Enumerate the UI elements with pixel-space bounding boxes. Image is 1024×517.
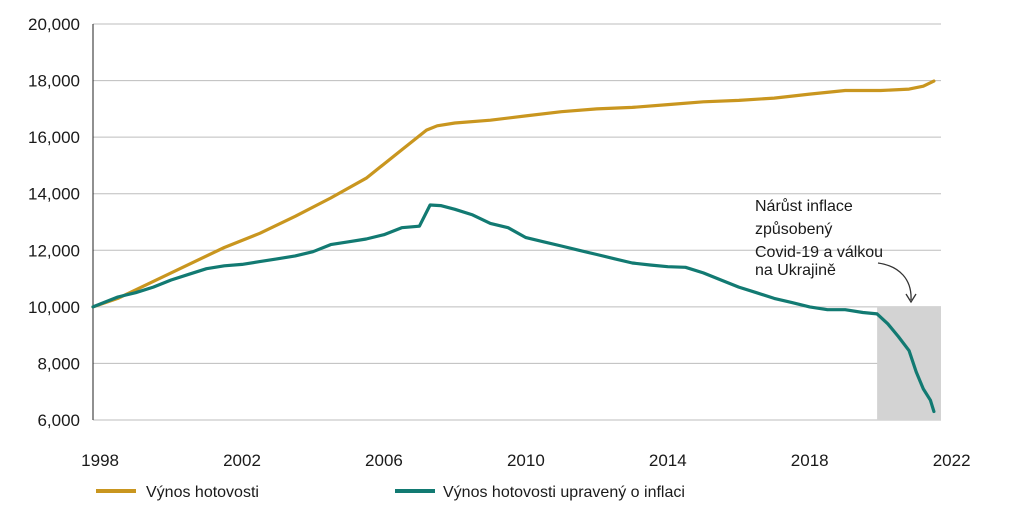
x-tick-label: 2014 (649, 451, 687, 470)
x-tick-label: 2006 (365, 451, 403, 470)
x-tick-label: 2022 (933, 451, 971, 470)
y-tick-label: 8,000 (37, 354, 80, 373)
legend: Výnos hotovosti Výnos hotovosti upravený… (96, 484, 685, 501)
x-tick-label: 2002 (223, 451, 261, 470)
y-tick-label: 18,000 (28, 72, 80, 91)
annotation-arrow-head (905, 293, 917, 304)
y-tick-label: 20,000 (28, 15, 80, 34)
annotation-line-4: na Ukrajině (755, 262, 836, 279)
x-tick-label: 2010 (507, 451, 545, 470)
series-line-inflation-adjusted (91, 203, 936, 414)
legend-label-cash-return: Výnos hotovosti (146, 484, 259, 501)
y-tick-label: 10,000 (28, 298, 80, 317)
x-tick-label: 2018 (791, 451, 829, 470)
y-tick-label: 6,000 (37, 411, 80, 430)
y-tick-label: 14,000 (28, 185, 80, 204)
annotation-arrow (877, 262, 912, 301)
annotation: Nárůst inflace způsobený Covid-19 a válk… (755, 197, 917, 304)
series-lines (91, 79, 936, 414)
annotation-line-1: Nárůst inflace (755, 197, 853, 215)
y-tick-label: 12,000 (28, 241, 80, 260)
gridlines (93, 23, 941, 421)
legend-label-inflation-adjusted: Výnos hotovosti upravený o inflaci (443, 484, 685, 501)
x-tick-labels: 1998 2002 2006 2010 2014 2018 2022 (81, 451, 970, 470)
annotation-line-2: způsobený (755, 220, 832, 238)
series-line-cash-return (91, 79, 936, 309)
x-tick-label: 1998 (81, 451, 119, 470)
y-tick-labels: 6,000 8,000 10,000 12,000 14,000 16,000 18,000… (28, 15, 80, 430)
annotation-line-3: Covid-19 a válkou (755, 244, 883, 261)
y-tick-label: 16,000 (28, 128, 80, 147)
